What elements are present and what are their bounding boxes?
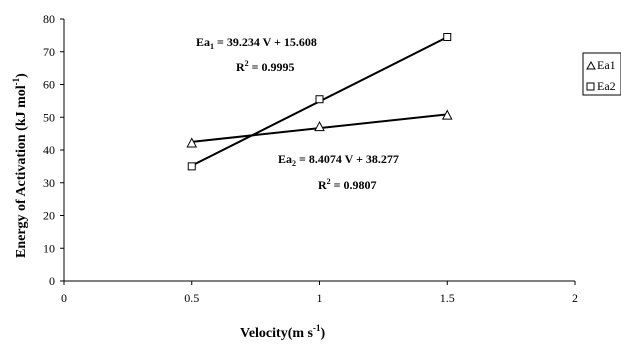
annotation-1-equation: Ea1 = 39.234 V + 15.608 [196, 35, 317, 51]
x-tick-label: 0 [61, 291, 67, 305]
series-ea1 [186, 109, 453, 148]
y-tick-label: 20 [43, 209, 55, 223]
legend: Ea1 Ea2 [582, 52, 621, 96]
y-tick-label: 40 [43, 143, 55, 157]
y-tick-label: 10 [43, 241, 55, 255]
x-tick-label: 1.5 [440, 291, 455, 305]
series-ea2 [187, 33, 452, 171]
x-tick-label: 1 [317, 291, 323, 305]
plot-area [60, 18, 576, 285]
data-point-ea1 [441, 109, 453, 120]
data-point-ea2 [187, 162, 196, 171]
y-tick-label: 30 [43, 176, 55, 190]
tick-labels: 0 10 20 30 40 50 60 70 80 0 0.5 1 1.5 2 [43, 12, 578, 305]
annotation-2-r2: R2 = 0.9807 [318, 177, 377, 192]
y-tick-label: 0 [49, 274, 55, 288]
series-layer [186, 33, 453, 171]
legend-label-ea1: Ea1 [597, 58, 616, 72]
triangle-marker-icon [586, 60, 596, 70]
annotation-2-equation: Ea2 = 8.4074 V + 38.277 [278, 152, 399, 168]
annotation-1-r2: R2 = 0.9995 [236, 59, 295, 74]
legend-box [582, 52, 621, 96]
data-point-ea2 [443, 33, 452, 42]
data-point-ea1 [314, 121, 325, 132]
x-tick-label: 0.5 [184, 291, 199, 305]
y-tick-label: 60 [43, 78, 55, 92]
square-marker-icon [586, 82, 595, 91]
legend-label-ea2: Ea2 [597, 79, 616, 93]
x-axis-label: Velocity(m s-1) [240, 323, 325, 341]
data-point-ea2 [315, 95, 324, 104]
y-axis-label: Energy of Activation (kJ mol-1) [11, 73, 29, 258]
y-tick-label: 70 [43, 45, 55, 59]
data-point-ea1 [186, 137, 198, 148]
y-tick-label: 80 [43, 12, 55, 26]
x-tick-label: 2 [572, 291, 578, 305]
y-tick-label: 50 [43, 110, 55, 124]
